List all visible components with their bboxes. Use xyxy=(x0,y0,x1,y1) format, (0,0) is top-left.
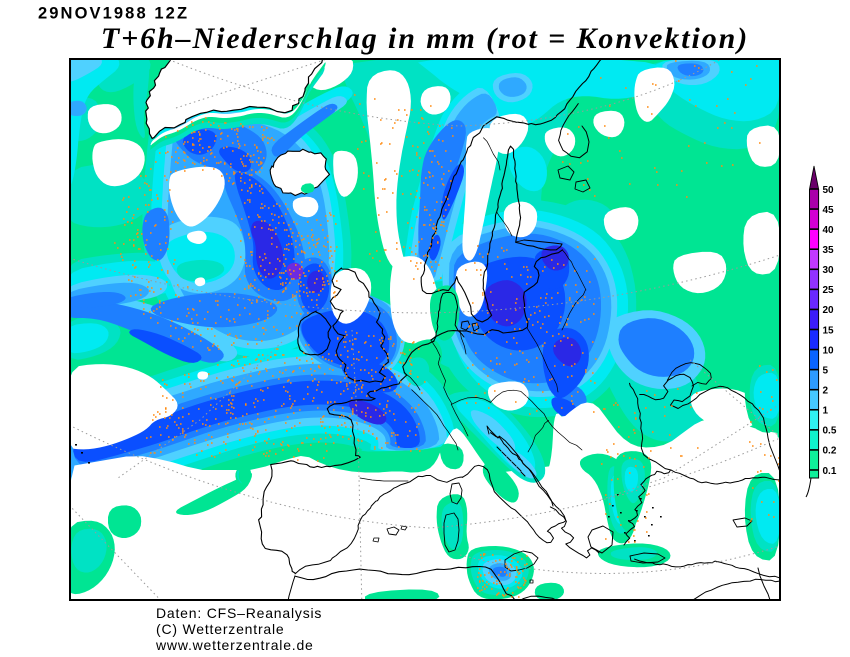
svg-text:10: 10 xyxy=(823,345,835,356)
svg-text:5: 5 xyxy=(823,365,829,376)
svg-text:1: 1 xyxy=(823,406,829,417)
svg-text:Daten: CFS–Reanalysis: Daten: CFS–Reanalysis xyxy=(156,605,322,621)
svg-text:www.wetterzentrale.de: www.wetterzentrale.de xyxy=(155,637,314,653)
svg-text:2: 2 xyxy=(823,386,829,397)
svg-text:35: 35 xyxy=(823,245,835,256)
svg-text:45: 45 xyxy=(823,205,835,216)
svg-text:(C) Wetterzentrale: (C) Wetterzentrale xyxy=(156,621,285,637)
svg-text:30: 30 xyxy=(823,265,835,276)
svg-text:15: 15 xyxy=(823,325,835,336)
svg-text:29NOV1988 12Z: 29NOV1988 12Z xyxy=(38,5,189,23)
svg-text:40: 40 xyxy=(823,225,835,236)
svg-text:0.1: 0.1 xyxy=(823,466,837,477)
svg-text:50: 50 xyxy=(823,185,835,196)
svg-text:0.2: 0.2 xyxy=(823,446,837,457)
svg-text:T+6h–Niederschlag in mm (rot =: T+6h–Niederschlag in mm (rot = Konvektio… xyxy=(101,22,749,55)
svg-text:20: 20 xyxy=(823,305,835,316)
svg-text:0.5: 0.5 xyxy=(823,426,837,437)
svg-text:25: 25 xyxy=(823,285,835,296)
